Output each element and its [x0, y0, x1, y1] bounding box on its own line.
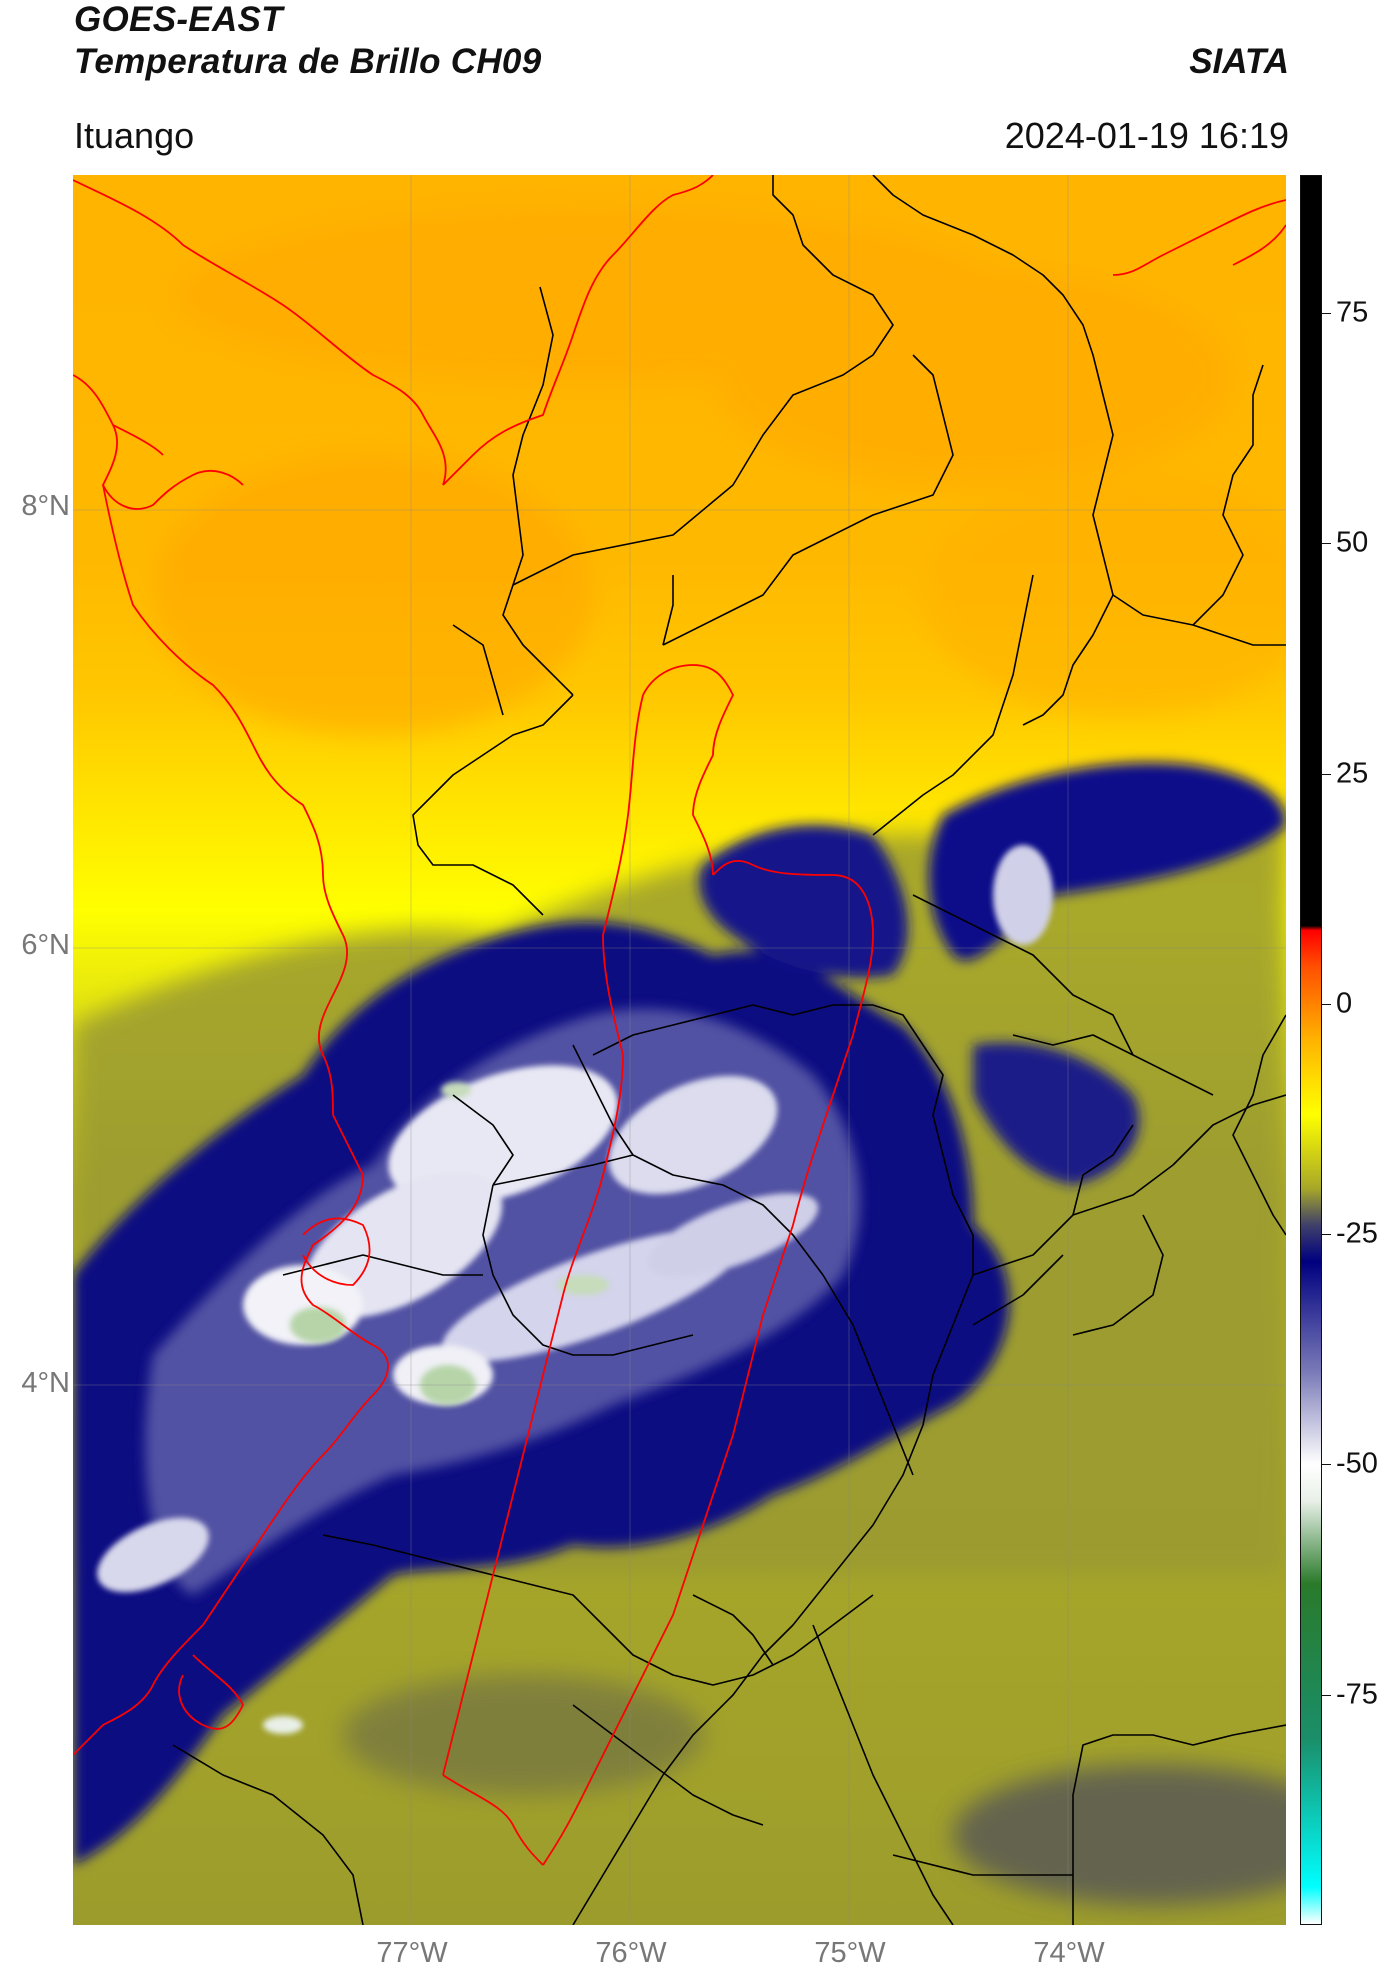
colorbar-tick: [1322, 313, 1331, 315]
datetime-label: 2024-01-19 16:19: [1004, 115, 1289, 156]
temperature-colorbar: [1300, 175, 1322, 1925]
graticule: [73, 175, 1286, 1925]
satellite-title: GOES-EAST: [74, 0, 283, 39]
region-label: Ituango: [74, 115, 195, 156]
colorbar-tick-label: 75: [1336, 296, 1369, 329]
lat-label-4n: 4°N: [21, 1367, 70, 1399]
departmental-borders: [172, 175, 1286, 1925]
lon-label-74w: 74°W: [1033, 1937, 1105, 1969]
colorbar-tick: [1322, 1234, 1331, 1236]
colorbar-tick: [1322, 1003, 1331, 1005]
lon-label-76w: 76°W: [595, 1937, 667, 1969]
lon-label-77w: 77°W: [376, 1937, 448, 1969]
colorbar-tick-label: 25: [1336, 757, 1369, 790]
national-borders: [73, 175, 1286, 1866]
colorbar-tick-label: 50: [1336, 526, 1369, 559]
colorbar-tick-label: 0: [1336, 987, 1353, 1020]
colorbar-tick: [1322, 1694, 1331, 1696]
colorbar-tick-label: -25: [1336, 1217, 1378, 1250]
brand-label: SIATA: [1189, 42, 1289, 81]
satellite-map: [73, 175, 1286, 1925]
lat-label-6n: 6°N: [21, 929, 70, 961]
colorbar-tick-label: -75: [1336, 1678, 1378, 1711]
colorbar-tick-label: -50: [1336, 1447, 1378, 1480]
lon-label-75w: 75°W: [814, 1937, 886, 1969]
colorbar-tick: [1322, 773, 1331, 775]
cloud-top-green: [263, 1082, 609, 1734]
warm-patches: [153, 205, 1286, 735]
product-title: Temperatura de Brillo CH09: [74, 42, 542, 81]
colorbar-tick: [1322, 1464, 1331, 1466]
lat-label-8n: 8°N: [21, 490, 70, 522]
colorbar-tick: [1322, 543, 1331, 545]
